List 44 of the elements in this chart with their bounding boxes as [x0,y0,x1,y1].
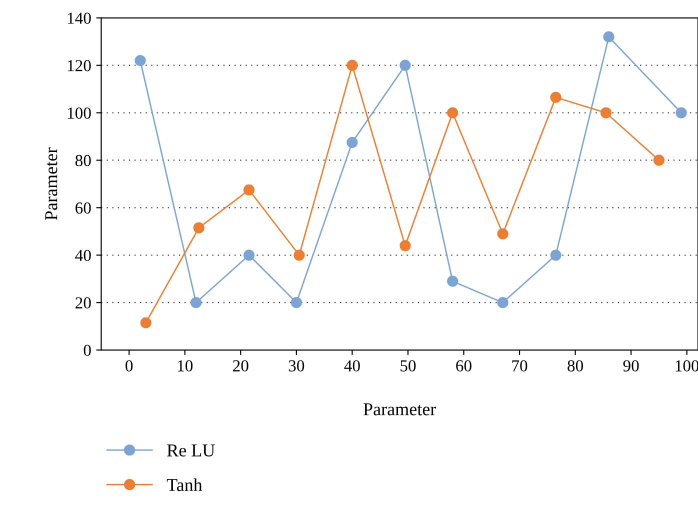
point [243,250,255,261]
point [290,297,302,308]
point [346,60,358,71]
y-tick-label: 140 [68,12,91,24]
point [346,136,358,148]
x-tick-label: 50 [400,360,416,372]
point [140,317,152,328]
point [603,31,614,42]
x-tick-label: 60 [456,360,472,372]
point [190,297,202,308]
point [497,228,508,240]
point [550,92,562,103]
x-tick-label: 30 [288,360,304,372]
point [400,60,411,71]
x-tick-label: 90 [623,360,639,372]
point [676,107,687,118]
point [400,240,411,252]
point [193,222,204,234]
point [134,55,146,66]
point [600,107,612,118]
point [294,250,305,261]
legend-label: Tanh [166,478,202,492]
point [497,297,508,308]
point [447,276,458,287]
y-tick-label: 0 [84,344,91,356]
y-tick-label: 20 [76,297,91,309]
legend-label: Re LU [167,444,215,457]
point [550,250,562,261]
x-axis-title: Parameter [364,403,436,416]
x-tick-label: 40 [344,360,360,372]
x-tick-label: 10 [178,360,193,372]
y-tick-label: 100 [68,107,91,119]
y-tick-label: 40 [75,250,91,262]
y-axis-title: Parameter [45,148,58,220]
x-tick-label: 70 [512,360,528,372]
point [447,107,458,118]
x-tick-label: 0 [126,360,133,372]
y-tick-label: 80 [75,154,91,166]
y-tick-label: 120 [68,60,91,72]
point [653,154,665,166]
x-tick-label: 80 [568,360,583,372]
y-tick-label: 60 [76,202,91,214]
point [243,184,255,196]
x-tick-label: 20 [233,360,248,372]
